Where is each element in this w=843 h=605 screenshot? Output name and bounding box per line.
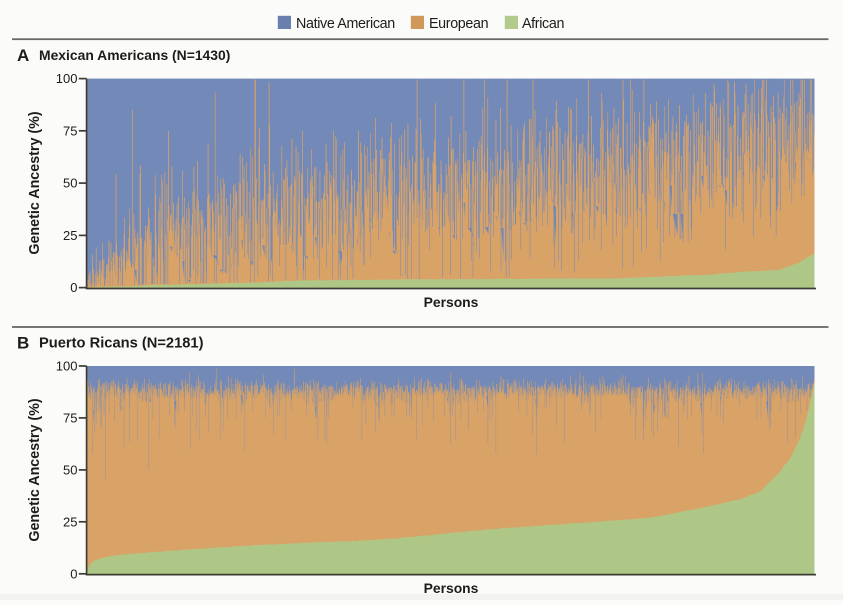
svg-text:Puerto Ricans (N=2181): Puerto Ricans (N=2181) — [39, 336, 204, 352]
svg-text:B: B — [17, 334, 29, 353]
svg-text:75: 75 — [63, 123, 77, 138]
svg-text:100: 100 — [56, 71, 78, 86]
svg-text:European: European — [429, 16, 489, 32]
svg-text:0: 0 — [70, 280, 77, 295]
svg-text:75: 75 — [63, 411, 77, 426]
svg-text:25: 25 — [63, 228, 77, 243]
svg-text:Mexican Americans (N=1430): Mexican Americans (N=1430) — [39, 47, 230, 63]
svg-text:A: A — [17, 46, 29, 65]
svg-text:Persons: Persons — [424, 580, 479, 596]
svg-text:50: 50 — [63, 176, 77, 191]
svg-text:25: 25 — [63, 514, 77, 529]
svg-text:African: African — [522, 16, 564, 32]
svg-text:Genetic Ancestry (%): Genetic Ancestry (%) — [27, 398, 43, 542]
svg-text:100: 100 — [56, 359, 78, 374]
svg-text:0: 0 — [70, 566, 77, 581]
svg-text:50: 50 — [63, 463, 77, 478]
svg-text:Persons: Persons — [424, 294, 479, 310]
svg-text:Native American: Native American — [296, 16, 395, 32]
svg-text:Genetic Ancestry (%): Genetic Ancestry (%) — [27, 111, 43, 255]
